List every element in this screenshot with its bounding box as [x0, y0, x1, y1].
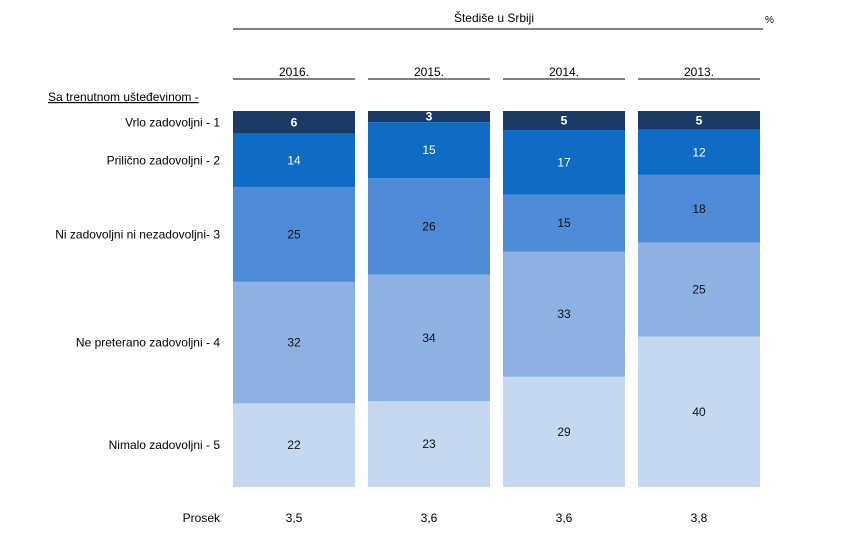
- row-header: Sa trenutnom ušteđevinom -: [48, 90, 199, 104]
- bar-segment: [233, 133, 355, 187]
- data-label: 6: [291, 115, 298, 129]
- data-label: 34: [422, 331, 436, 345]
- bar-segment: [368, 401, 490, 487]
- bar-segment: [233, 403, 355, 487]
- bar-segment: [233, 186, 355, 282]
- bar-segment: [368, 122, 490, 179]
- summary-value: 3,5: [286, 511, 303, 525]
- bar-segment: [368, 111, 490, 123]
- bar-segment: [503, 111, 625, 130]
- bar-segment: [503, 129, 625, 195]
- series-label: Ni zadovoljni ni nezadovoljni- 3: [55, 227, 220, 241]
- data-label: 33: [557, 307, 571, 321]
- series-label: Vrlo zadovoljni - 1: [125, 115, 220, 129]
- data-label: 25: [287, 227, 301, 241]
- series-label: Ne preterano zadovoljni - 4: [76, 336, 220, 350]
- year-header: 2013.: [684, 65, 714, 79]
- data-label: 17: [557, 155, 571, 169]
- summary-value: 3,6: [421, 511, 438, 525]
- unit-label: %: [765, 15, 774, 26]
- data-label: 15: [557, 216, 571, 230]
- bar-segment: [503, 251, 625, 377]
- data-label: 23: [422, 437, 436, 451]
- year-header: 2015.: [414, 65, 444, 79]
- bar-segment: [638, 242, 760, 337]
- data-label: 18: [692, 202, 706, 216]
- data-label: 12: [692, 145, 706, 159]
- bar-segment: [638, 129, 760, 175]
- bar-segment: [368, 178, 490, 275]
- chart-title: Štediše u Srbiji: [454, 10, 534, 25]
- bar-segment: [233, 111, 355, 134]
- summary-value: 3,6: [556, 511, 573, 525]
- data-label: 29: [557, 425, 571, 439]
- data-label: 3: [426, 110, 433, 124]
- data-label: 26: [422, 219, 436, 233]
- bar-segment: [638, 174, 760, 243]
- summary-value: 3,8: [691, 511, 708, 525]
- data-label: 5: [561, 113, 568, 127]
- data-label: 5: [696, 113, 703, 127]
- bar-segment: [638, 336, 760, 487]
- bar-segment: [503, 194, 625, 252]
- data-label: 32: [287, 336, 301, 350]
- series-label: Nimalo zadovoljni - 5: [109, 438, 221, 452]
- series-label: Prilično zadovoljni - 2: [107, 153, 221, 167]
- data-label: 25: [692, 283, 706, 297]
- bar-segment: [368, 274, 490, 402]
- year-header: 2014.: [549, 65, 579, 79]
- bar-segment: [638, 111, 760, 130]
- data-label: 15: [422, 143, 436, 157]
- data-label: 14: [287, 153, 301, 167]
- data-label: 40: [692, 405, 706, 419]
- year-header: 2016.: [279, 65, 309, 79]
- summary-row-label: Prosek: [183, 511, 221, 525]
- data-label: 22: [287, 438, 301, 452]
- bar-segment: [233, 281, 355, 404]
- bar-segment: [503, 376, 625, 487]
